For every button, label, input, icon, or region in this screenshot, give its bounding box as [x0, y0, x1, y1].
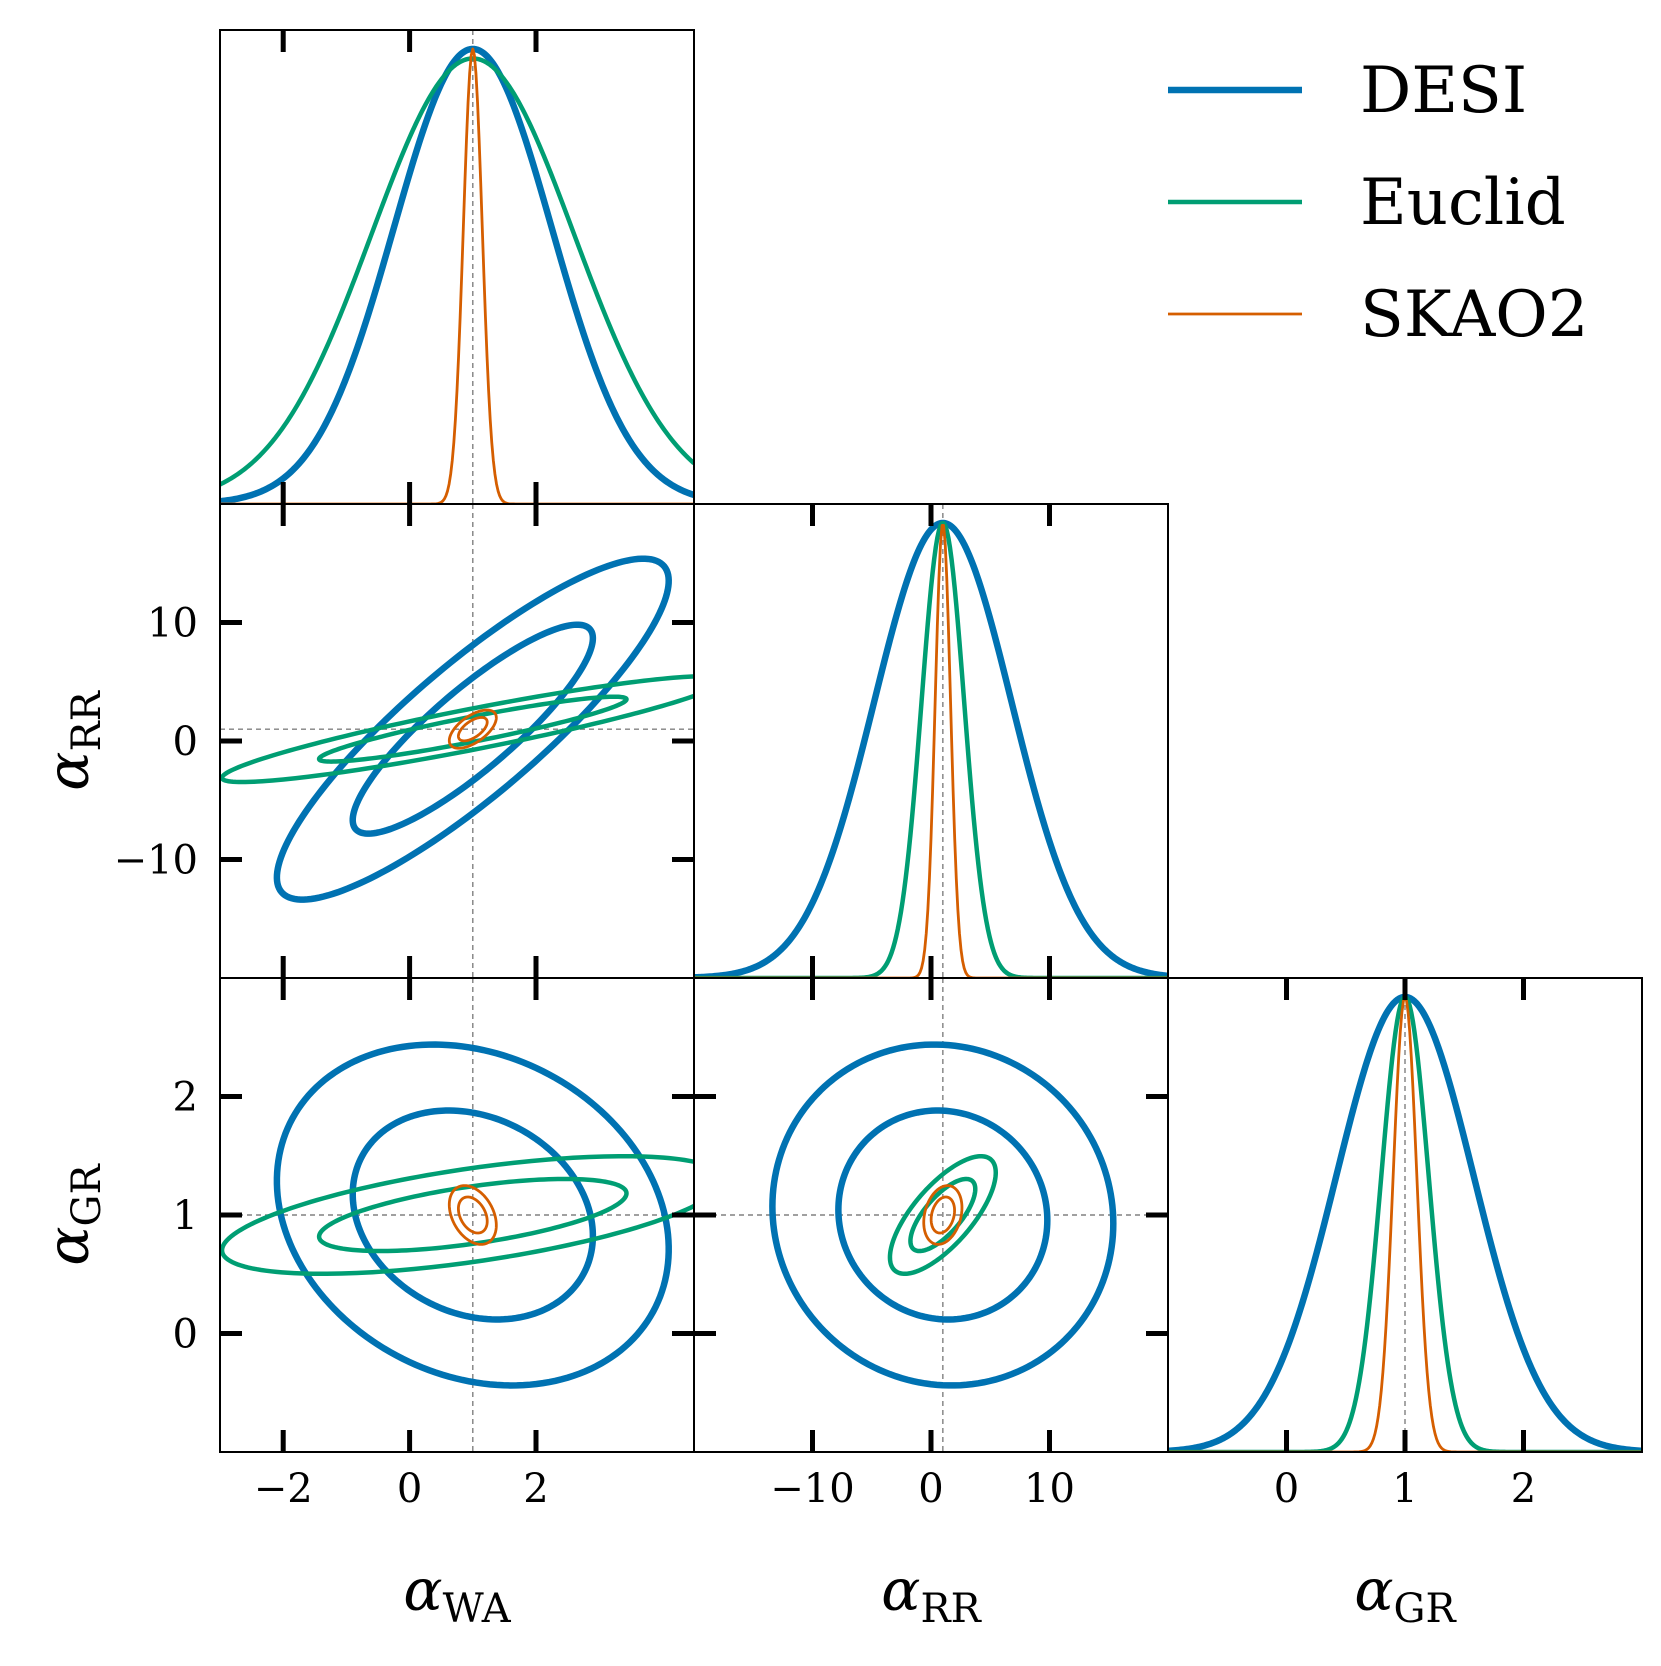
posterior-1d-skao2-wa	[220, 47, 694, 504]
legend-item-euclid: Euclid	[1168, 166, 1566, 240]
y-tick-label: 0	[173, 1312, 198, 1358]
contour-68-skao2	[456, 716, 489, 743]
y-tick-label: 1	[173, 1193, 198, 1239]
contour-95-desi	[273, 1041, 672, 1389]
x-tick-label: −2	[254, 1466, 313, 1512]
legend-label: DESI	[1360, 54, 1527, 128]
x-tick-label: 1	[1392, 1466, 1417, 1512]
x-tick-label: 10	[1024, 1466, 1075, 1512]
posterior-1d-euclid-rr	[694, 521, 1168, 978]
x-axis-label-wa: αWA	[403, 1556, 511, 1632]
y-tick-label: 10	[147, 601, 198, 647]
x-tick-label: 0	[918, 1466, 943, 1512]
legend-label: SKAO2	[1360, 278, 1588, 352]
contour-95-euclid	[220, 674, 694, 785]
panel-gr-vs-wa: −2 0 2 0 1 2	[173, 977, 695, 1512]
contour-95-euclid	[887, 1153, 999, 1277]
x-tick-label: 0	[397, 1466, 422, 1512]
legend-label: Euclid	[1360, 166, 1566, 240]
y-axis-label-rr: αRR	[34, 689, 110, 790]
y-tick-label: 0	[173, 719, 198, 765]
x-tick-label: 2	[523, 1466, 548, 1512]
posterior-1d-desi-wa	[220, 45, 694, 504]
panel-frame	[219, 503, 695, 979]
x-tick-label: −10	[770, 1466, 854, 1512]
contour-68-desi	[835, 1107, 1051, 1323]
x-axis-label-rr: αRR	[881, 1556, 982, 1632]
contour-95-skao2	[447, 708, 498, 750]
posterior-1d-desi-rr	[694, 519, 1168, 978]
contour-95-euclid	[220, 1153, 694, 1277]
contour-68-desi	[349, 621, 597, 837]
contour-95-desi	[273, 555, 672, 903]
x-tick-label: 0	[1274, 1466, 1299, 1512]
panel-rr-vs-rr	[693, 503, 1169, 979]
y-axis-label-gr: αGR	[34, 1163, 110, 1266]
contour-68-euclid	[316, 694, 629, 764]
panel-wa-vs-wa	[219, 29, 695, 505]
panel-gr-vs-rr: −10 0 10	[693, 977, 1169, 1512]
panel-gr-vs-gr: 0 1 2	[1167, 977, 1643, 1512]
contour-68-skao2	[929, 1195, 956, 1235]
panel-rr-vs-wa: −10 0 10	[114, 503, 695, 979]
posterior-1d-euclid-wa	[220, 56, 694, 487]
x-tick-label: 2	[1511, 1466, 1536, 1512]
legend: DESI Euclid SKAO2	[1168, 54, 1588, 352]
y-tick-label: 2	[173, 1075, 198, 1121]
contour-68-euclid	[316, 1176, 629, 1254]
contour-95-skao2	[922, 1184, 964, 1246]
legend-item-desi: DESI	[1168, 54, 1527, 128]
contour-95-desi	[769, 1041, 1117, 1389]
y-tick-label: −10	[114, 838, 198, 884]
contour-95-skao2	[447, 1184, 498, 1246]
posterior-1d-skao2-rr	[694, 523, 1168, 978]
contour-68-skao2	[456, 1195, 489, 1235]
legend-item-skao2: SKAO2	[1168, 278, 1588, 352]
x-axis-label-gr: αGR	[1354, 1556, 1457, 1632]
